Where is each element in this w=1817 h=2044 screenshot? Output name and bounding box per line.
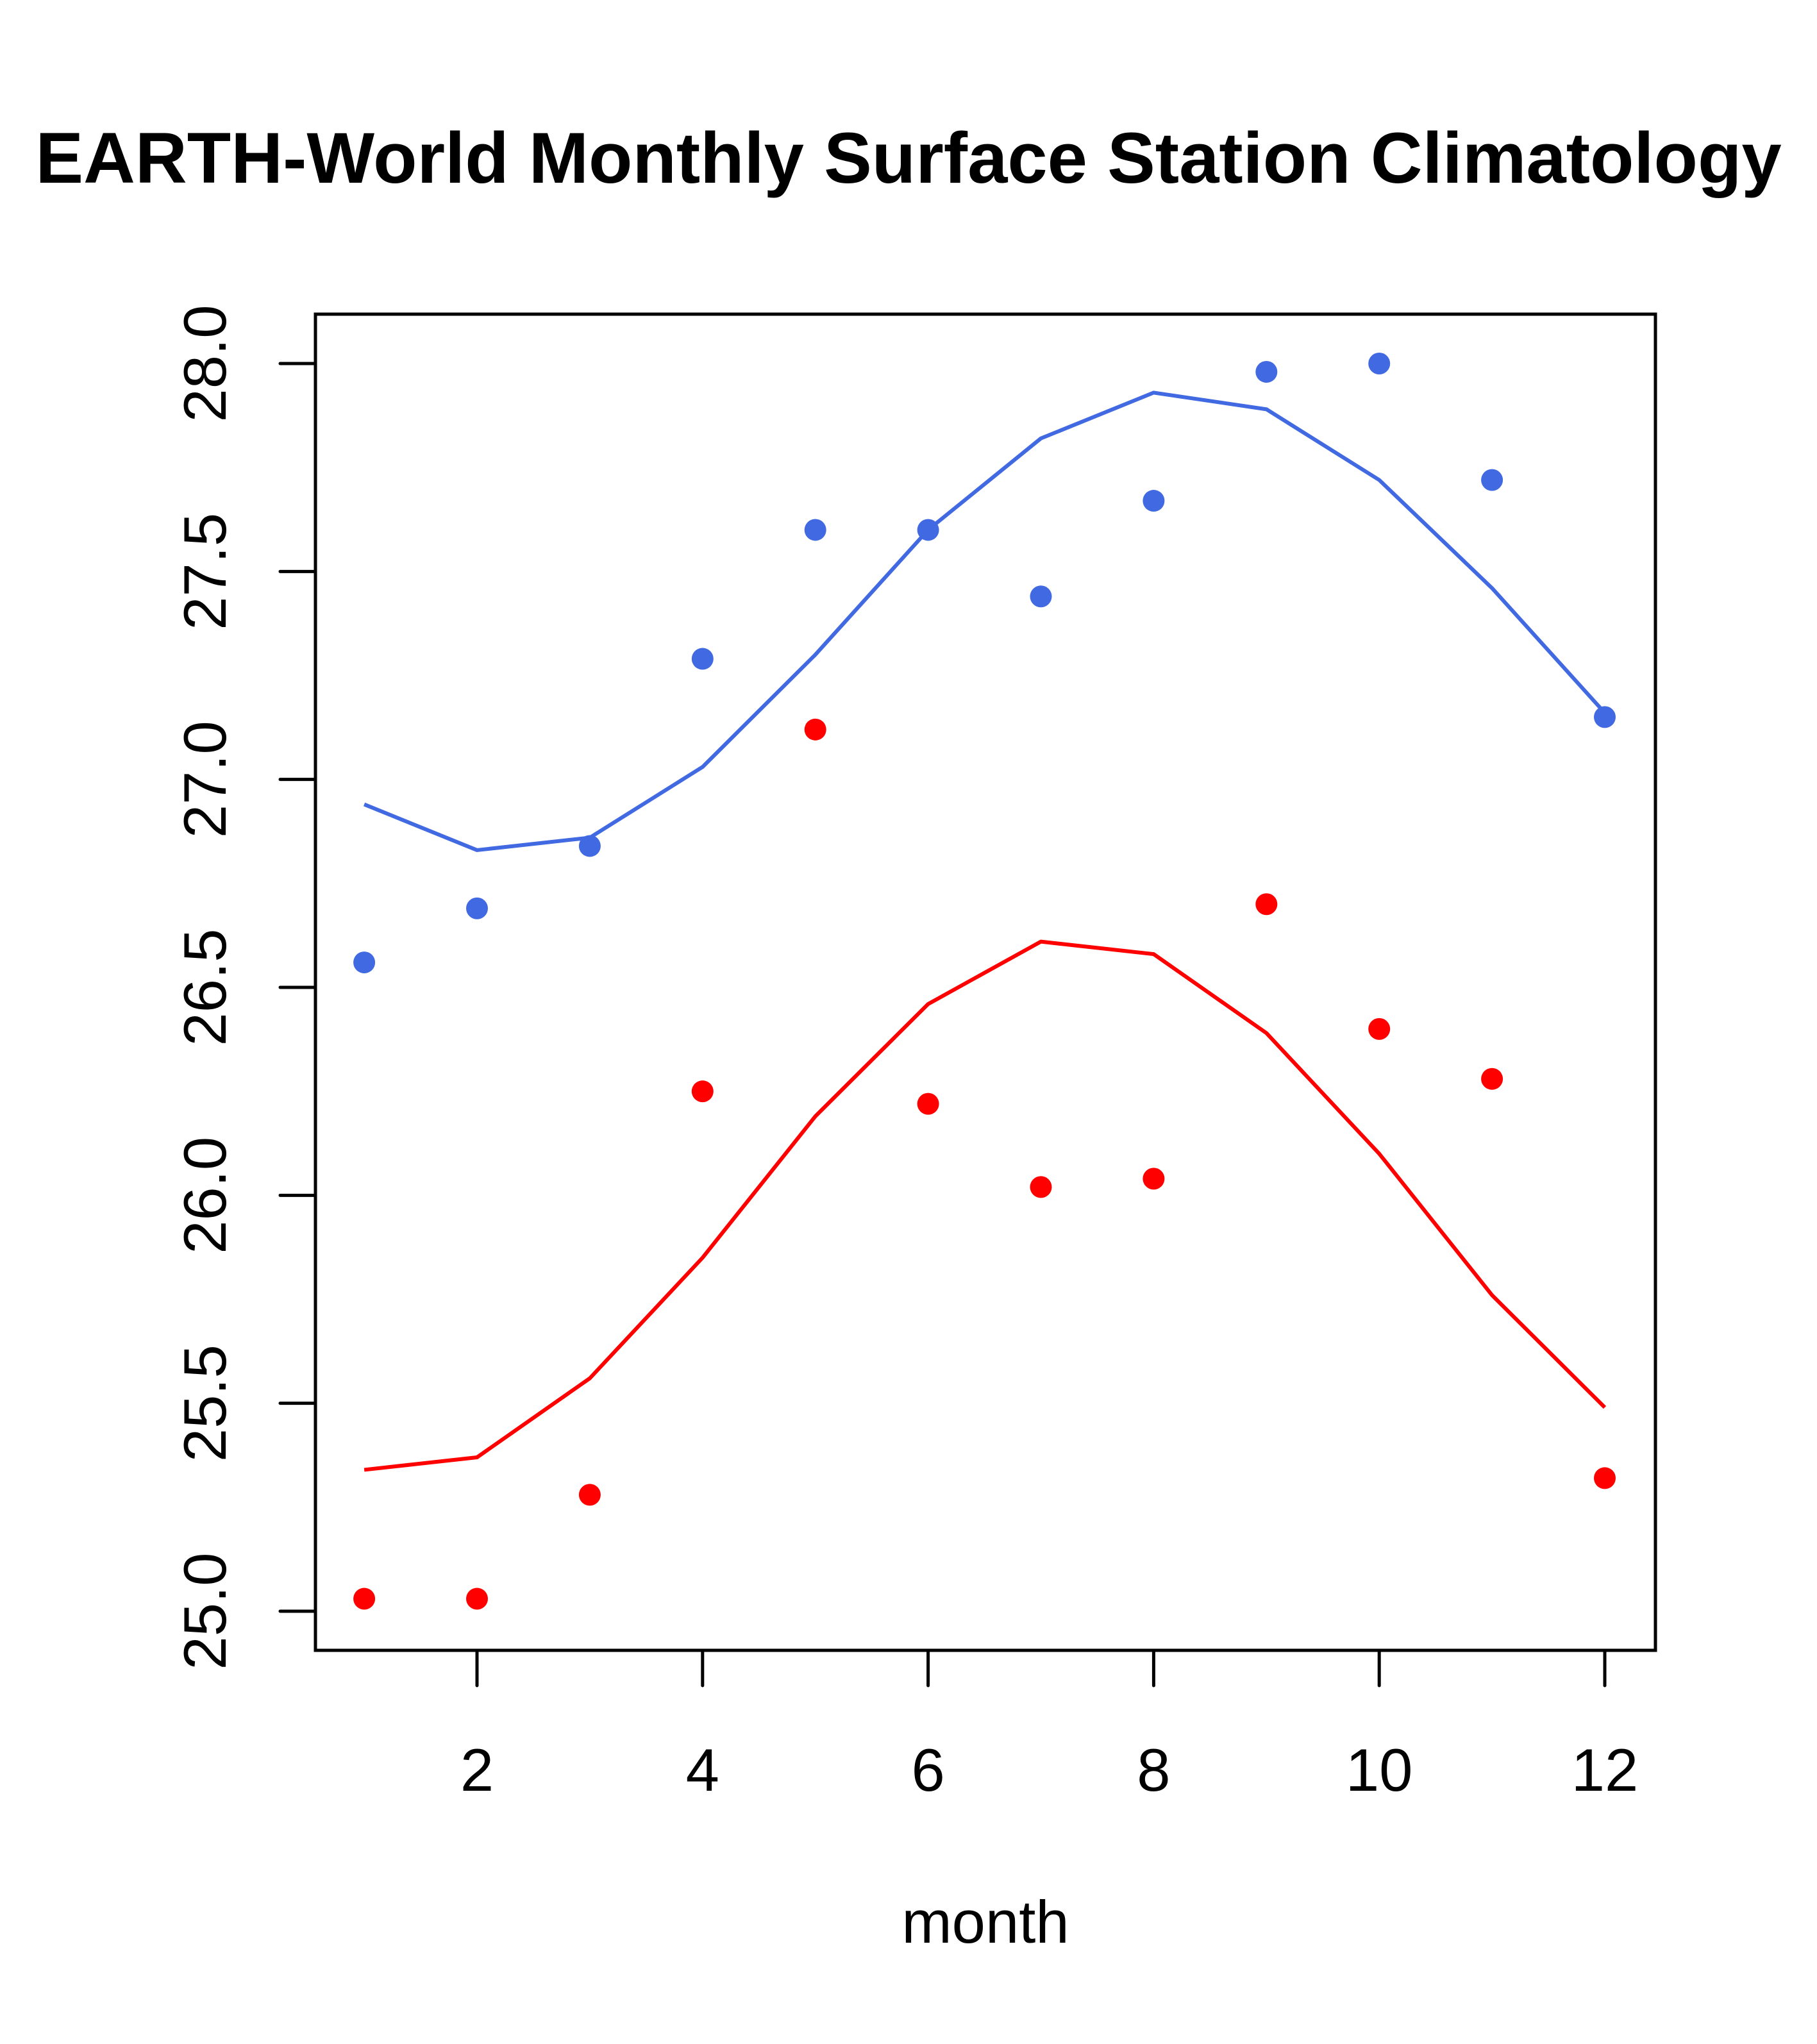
red-point bbox=[1030, 1176, 1052, 1198]
blue-point bbox=[1030, 585, 1052, 608]
blue-point bbox=[804, 519, 826, 541]
blue-point bbox=[917, 519, 939, 541]
x-tick-label: 4 bbox=[686, 1736, 719, 1804]
red-point bbox=[1481, 1068, 1503, 1090]
blue-point bbox=[1143, 490, 1165, 512]
red-point bbox=[1143, 1168, 1165, 1190]
blue-point bbox=[1594, 706, 1616, 728]
blue-point bbox=[1481, 469, 1503, 491]
red-line bbox=[364, 939, 1607, 1472]
x-tick-label: 6 bbox=[911, 1736, 944, 1804]
chart-title: EARTH-World Monthly Surface Station Clim… bbox=[35, 118, 1781, 198]
y-tick-label: 28.0 bbox=[171, 305, 239, 423]
red-point bbox=[353, 1587, 376, 1610]
y-tick-label: 27.0 bbox=[171, 721, 239, 838]
y-axis: 25.0 25.5 26.0 26.5 27.0 27.5 28.0 bbox=[171, 305, 317, 1670]
y-tick-label: 26.0 bbox=[171, 1137, 239, 1254]
y-tick-label: 25.0 bbox=[171, 1553, 239, 1670]
red-point bbox=[1255, 893, 1278, 916]
x-tick-label: 8 bbox=[1137, 1736, 1170, 1804]
plot-box bbox=[314, 312, 1657, 1652]
y-tick-label: 26.5 bbox=[171, 929, 239, 1046]
x-tick-label: 10 bbox=[1346, 1736, 1413, 1804]
blue-point bbox=[1255, 360, 1278, 383]
y-tick-label: 25.5 bbox=[171, 1345, 239, 1462]
series-layer bbox=[353, 353, 1616, 1610]
blue-point bbox=[353, 951, 376, 974]
x-tick-label: 12 bbox=[1571, 1736, 1639, 1804]
blue-line bbox=[363, 390, 1607, 852]
x-tick-label: 2 bbox=[460, 1736, 494, 1804]
blue-point bbox=[691, 648, 714, 670]
y-tick-label: 27.5 bbox=[171, 513, 239, 630]
x-axis: 2 4 6 8 10 12 bbox=[460, 1648, 1639, 1804]
red-point bbox=[691, 1080, 714, 1103]
red-point bbox=[804, 718, 826, 741]
blue-points bbox=[353, 353, 1616, 974]
red-point bbox=[466, 1587, 488, 1610]
red-point bbox=[1368, 1018, 1391, 1040]
red-point bbox=[578, 1484, 601, 1506]
x-axis-label: month bbox=[901, 1888, 1069, 1956]
blue-point bbox=[466, 897, 488, 919]
blue-point bbox=[1368, 353, 1391, 374]
blue-point bbox=[578, 835, 601, 857]
red-point bbox=[1594, 1467, 1616, 1489]
red-point bbox=[917, 1093, 939, 1115]
red-points bbox=[353, 718, 1616, 1610]
